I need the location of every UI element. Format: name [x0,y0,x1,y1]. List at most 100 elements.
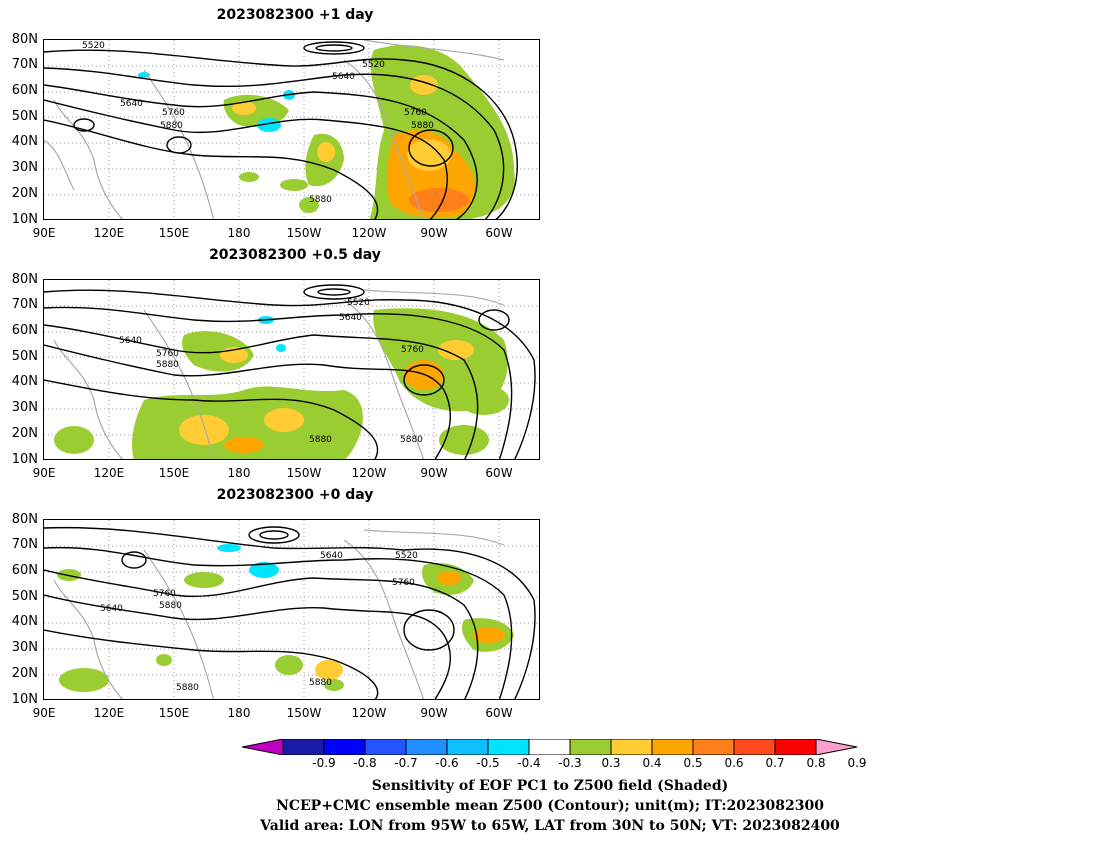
contour-label: 5880 [309,678,332,688]
map-panel-3: 5520 5640 5640 5760 5760 5880 5880 5880 [43,519,540,700]
colorbar-cell [610,739,653,755]
contour-label: 5640 [339,313,362,323]
colorbar-tick-label: -0.5 [476,756,500,770]
lat-label: 80N [11,512,38,527]
colorbar-tick-label: 0.5 [683,756,703,770]
lat-label: 30N [11,160,38,175]
lon-label: 150W [286,226,322,240]
contour-label: 5880 [176,683,199,693]
contour-label: 5760 [156,349,179,359]
lat-label: 10N [11,212,38,227]
caption-line-3: Valid area: LON from 95W to 65W, LAT fro… [260,818,840,834]
contour-label: 5760 [162,108,185,118]
contour-label: 5880 [156,360,179,370]
contour-label: 5520 [395,551,418,561]
lat-label: 80N [11,272,38,287]
lon-label: 120W [351,466,387,480]
colorbar-tick-label: -0.6 [435,756,459,770]
colorbar-tick-label: 0.8 [806,756,826,770]
lon-label: 90E [32,466,56,480]
map-panel-1: 5520 5520 5640 5640 5760 5760 5880 5880 … [43,39,540,220]
contour-label: 5520 [347,298,370,308]
colorbar-tick-label: 0.3 [601,756,621,770]
colorbar-cell [569,739,612,755]
lon-label: 150E [158,706,190,720]
lon-label: 180 [227,226,251,240]
contour-label: 5640 [332,72,355,82]
lon-label: 150W [286,466,322,480]
contour-label: 5760 [401,345,424,355]
lat-label: 70N [11,297,38,312]
lat-label: 60N [11,323,38,338]
contour-label: 5520 [362,60,385,70]
panel-2-title: 2023082300 +0.5 day [209,247,381,263]
contour-label: 5880 [411,121,434,131]
colorbar-cell [651,739,694,755]
colorbar-cell [446,739,489,755]
panel-3-title: 2023082300 +0 day [216,487,374,503]
colorbar-tick-label: -0.3 [558,756,582,770]
colorbar-cell [528,739,571,755]
lat-label: 60N [11,563,38,578]
lon-label: 150E [158,226,190,240]
lon-label: 60W [485,466,513,480]
lon-label: 90W [420,466,448,480]
lat-label: 30N [11,400,38,415]
colorbar-tick-label: 0.7 [765,756,785,770]
lat-label: 10N [11,452,38,467]
contour-label: 5760 [404,108,427,118]
contour-label: 5520 [82,41,105,51]
colorbar-tick-label: -0.9 [312,756,336,770]
contour-label: 5760 [392,578,415,588]
lat-label: 70N [11,537,38,552]
lat-label: 40N [11,614,38,629]
lat-label: 40N [11,374,38,389]
contour-label: 5880 [309,435,332,445]
lon-label: 90W [420,706,448,720]
colorbar-cell [774,739,817,755]
colorbar-tick-label: -0.4 [517,756,541,770]
contour-label: 5880 [160,121,183,131]
lat-label: 20N [11,186,38,201]
lat-label: 10N [11,692,38,707]
colorbar-tick-label: 0.4 [642,756,662,770]
colorbar-cell [487,739,530,755]
contour-label: 5880 [159,601,182,611]
colorbar-cell [323,739,366,755]
lon-label: 150E [158,466,190,480]
caption-line-2: NCEP+CMC ensemble mean Z500 (Contour); u… [276,798,824,814]
map-panel-2: 5520 5640 5640 5760 5760 5880 5880 5880 [43,279,540,460]
colorbar-arrow-left [242,739,284,755]
colorbar-tick-label: 0.6 [724,756,744,770]
colorbar-cell [692,739,735,755]
colorbar-tick-label: 0.9 [847,756,867,770]
contour-label: 5760 [153,589,176,599]
lon-label: 150W [286,706,322,720]
contour-label: 5640 [100,604,123,614]
lon-label: 120E [93,706,125,720]
lon-label: 60W [485,706,513,720]
contour-label: 5640 [119,336,142,346]
lat-label: 50N [11,589,38,604]
colorbar-tick-label: -0.7 [394,756,418,770]
lon-label: 120W [351,706,387,720]
lon-label: 180 [227,706,251,720]
lon-label: 120W [351,226,387,240]
caption-line-1: Sensitivity of EOF PC1 to Z500 field (Sh… [371,778,729,794]
sensitivity-shading [54,308,509,459]
contour-label: 5880 [309,195,332,205]
contour-label: 5640 [320,551,343,561]
lat-label: 70N [11,57,38,72]
colorbar-tick-label: -0.8 [353,756,377,770]
colorbar-cell [364,739,407,755]
lat-label: 80N [11,32,38,47]
lon-label: 90E [32,706,56,720]
lat-label: 20N [11,666,38,681]
lat-label: 60N [11,83,38,98]
contour-label: 5640 [120,99,143,109]
colorbar [242,739,858,755]
lon-label: 180 [227,466,251,480]
colorbar-cell [282,739,325,755]
lon-label: 120E [93,466,125,480]
colorbar-cell [733,739,776,755]
